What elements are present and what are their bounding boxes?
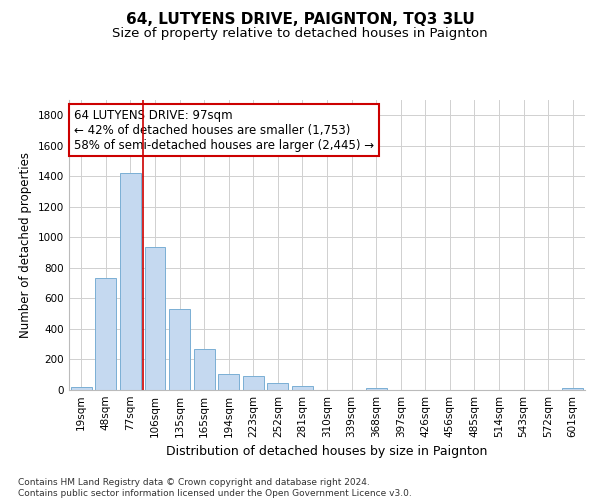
Text: 64, LUTYENS DRIVE, PAIGNTON, TQ3 3LU: 64, LUTYENS DRIVE, PAIGNTON, TQ3 3LU bbox=[125, 12, 475, 28]
Bar bbox=[218, 374, 239, 390]
Bar bbox=[71, 387, 92, 390]
Bar bbox=[243, 376, 264, 390]
Bar bbox=[268, 383, 289, 390]
Bar bbox=[120, 172, 141, 390]
Y-axis label: Number of detached properties: Number of detached properties bbox=[19, 152, 32, 338]
Bar bbox=[145, 248, 166, 390]
Bar bbox=[169, 309, 190, 390]
Bar bbox=[562, 388, 583, 390]
Text: Size of property relative to detached houses in Paignton: Size of property relative to detached ho… bbox=[112, 28, 488, 40]
Bar bbox=[194, 349, 215, 390]
X-axis label: Distribution of detached houses by size in Paignton: Distribution of detached houses by size … bbox=[166, 446, 488, 458]
Text: Contains HM Land Registry data © Crown copyright and database right 2024.
Contai: Contains HM Land Registry data © Crown c… bbox=[18, 478, 412, 498]
Bar bbox=[292, 386, 313, 390]
Text: 64 LUTYENS DRIVE: 97sqm
← 42% of detached houses are smaller (1,753)
58% of semi: 64 LUTYENS DRIVE: 97sqm ← 42% of detache… bbox=[74, 108, 374, 152]
Bar bbox=[95, 278, 116, 390]
Bar bbox=[365, 388, 386, 390]
